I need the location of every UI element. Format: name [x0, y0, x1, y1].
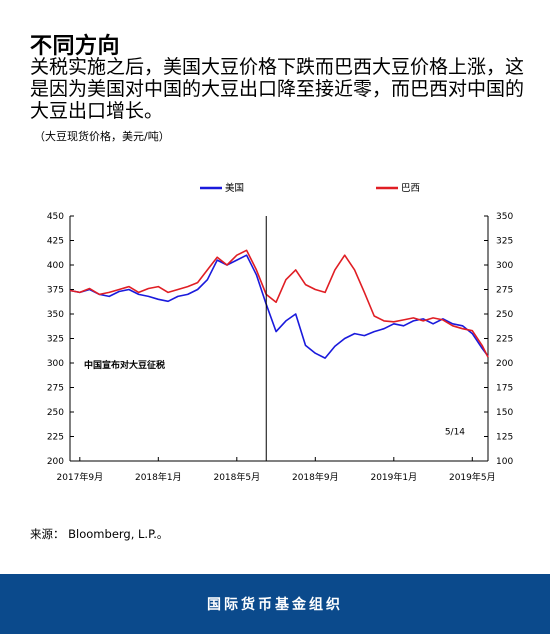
y-left-tick-label: 325 — [47, 335, 64, 345]
imf-footer: 国际货币基金组织 — [0, 574, 550, 634]
y-left-tick-label: 400 — [47, 261, 64, 271]
x-tick-label: 2019年1月 — [370, 471, 417, 483]
legend-label-us: 美国 — [225, 182, 244, 194]
y-left-tick-label: 200 — [47, 457, 64, 467]
axes: 200 225 250 275 300 325 350 375 400 425 450 100 125 1… — [47, 212, 514, 483]
legend-label-brazil: 巴西 — [401, 183, 420, 194]
soybean-price-chart: 美国 巴西 200 225 250 275 300 325 350 375 400 425 450 1… — [47, 182, 514, 483]
source-note: 来源： Bloomberg, L.P.。 — [30, 527, 169, 541]
footer-label: 国际货币基金组织 — [207, 597, 343, 613]
legend: 美国 巴西 — [200, 182, 420, 194]
y-left-tick-label: 225 — [47, 433, 64, 443]
x-tick-label: 2018年5月 — [213, 471, 260, 483]
y-right-tick-label: 150 — [496, 408, 513, 418]
x-tick-label: 2019年5月 — [449, 471, 496, 483]
x-tick-label: 2018年9月 — [292, 471, 339, 483]
y-right-tick-label: 100 — [496, 457, 513, 467]
y-left-tick-label: 275 — [47, 384, 64, 394]
y-right-tick-label: 275 — [496, 286, 513, 296]
x-tick-label: 2017年9月 — [56, 471, 103, 483]
y-left-tick-label: 450 — [47, 212, 64, 222]
x-tick-label: 2018年1月 — [135, 471, 182, 483]
chart-subtitle: 关税实施之后，美国大豆价格下跌而巴西大豆价格上涨，这是因为美国对中国的大豆出口降… — [30, 56, 525, 122]
y-right-tick-label: 225 — [496, 335, 513, 345]
series-lines — [69, 249, 489, 359]
y-right-tick-label: 350 — [496, 212, 513, 222]
y-left-tick-label: 425 — [47, 237, 64, 247]
y-right-tick-label: 125 — [496, 433, 513, 443]
tariff-event-label: 中国宣布对大豆征税 — [84, 359, 165, 371]
series-line-us — [69, 254, 489, 359]
series-line-brazil — [69, 249, 489, 358]
y-right-tick-label: 325 — [496, 237, 513, 247]
y-right-tick-label: 250 — [496, 310, 513, 320]
y-left-tick-label: 350 — [47, 310, 64, 320]
chart-title: 不同方向 — [30, 34, 121, 59]
y-left-tick-label: 250 — [47, 408, 64, 418]
annotations: 中国宣布对大豆征税 5/14 — [84, 216, 465, 461]
y-right-tick-label: 200 — [496, 359, 513, 369]
y-right-tick-label: 175 — [496, 384, 513, 394]
unit-note: （大豆现货价格，美元/吨） — [34, 130, 170, 143]
end-date-label: 5/14 — [445, 428, 465, 438]
y-right-tick-label: 300 — [496, 261, 513, 271]
y-left-tick-label: 300 — [47, 359, 64, 369]
y-left-tick-label: 375 — [47, 286, 64, 296]
